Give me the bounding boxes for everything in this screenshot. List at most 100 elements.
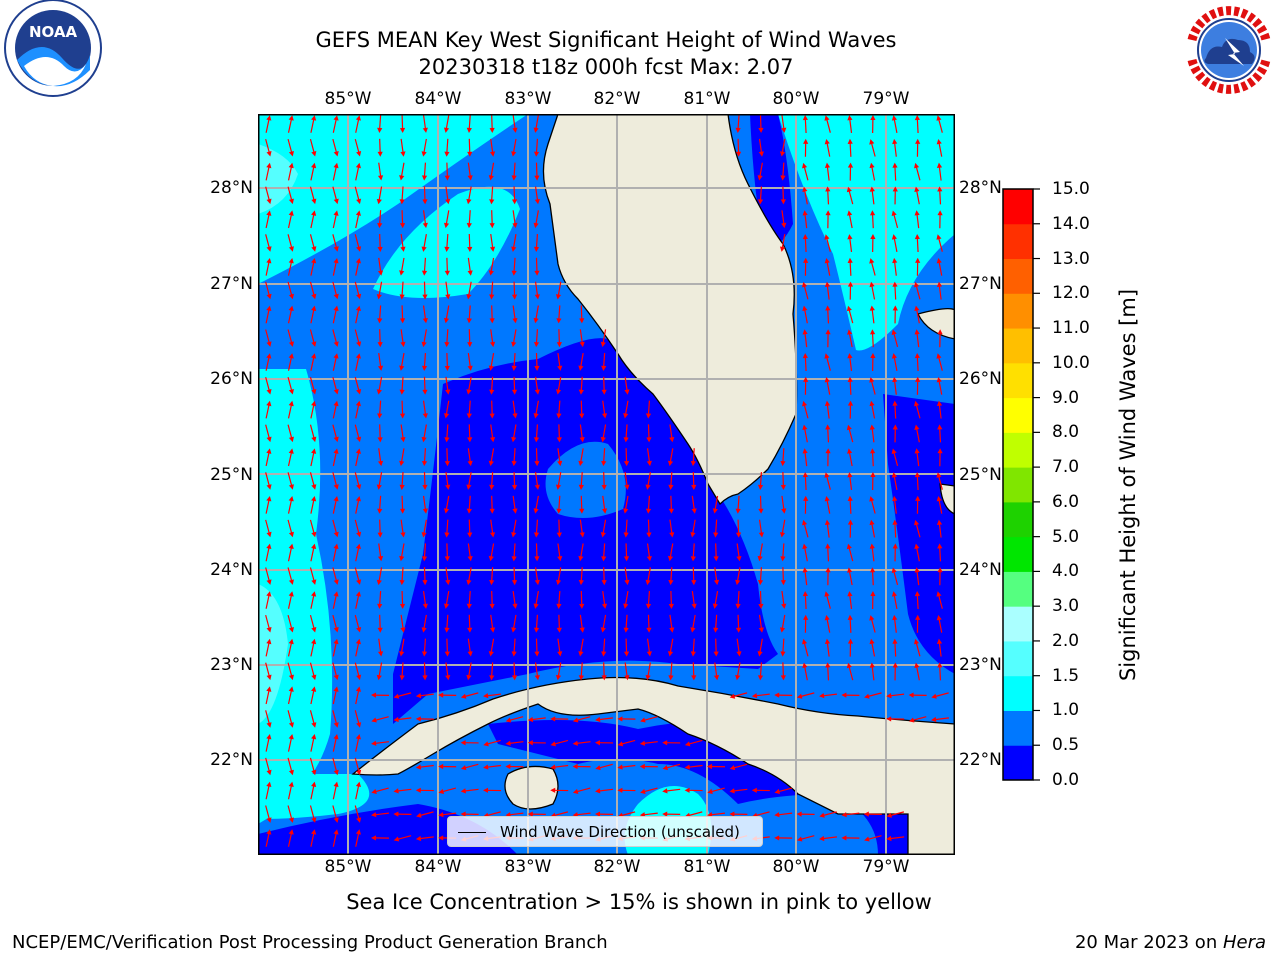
- wave-direction-arrow: [640, 716, 658, 723]
- wave-direction-arrow: [796, 835, 815, 842]
- wave-direction-arrow: [555, 662, 562, 681]
- wave-direction-arrow: [624, 662, 630, 681]
- wave-direction-arrow: [354, 281, 362, 300]
- wave-direction-arrow: [332, 591, 339, 609]
- wave-direction-arrow: [460, 763, 479, 771]
- wave-direction-arrow: [287, 353, 294, 371]
- wave-direction-arrow: [400, 138, 406, 157]
- wave-direction-arrow: [601, 352, 607, 371]
- wave-direction-arrow: [355, 448, 361, 467]
- wave-direction-arrow: [511, 662, 518, 681]
- wave-direction-arrow: [511, 329, 517, 348]
- wave-direction-arrow: [488, 638, 495, 657]
- wave-direction-arrow: [802, 115, 808, 134]
- wave-direction-arrow: [936, 591, 943, 609]
- wave-direction-arrow: [914, 662, 920, 681]
- wave-direction-arrow: [847, 257, 853, 276]
- wave-direction-arrow: [265, 353, 272, 371]
- wave-direction-arrow: [489, 138, 496, 157]
- wave-direction-arrow: [511, 281, 518, 300]
- wave-direction-arrow: [802, 281, 809, 300]
- wave-direction-arrow: [527, 716, 546, 723]
- wave-direction-arrow: [668, 495, 674, 514]
- wave-direction-arrow: [399, 114, 406, 133]
- wave-direction-arrow: [937, 186, 943, 205]
- wave-direction-arrow: [713, 662, 720, 681]
- chart-title: GEFS MEAN Key West Significant Height of…: [315, 28, 897, 52]
- wave-direction-arrow: [595, 740, 614, 746]
- wave-direction-arrow: [511, 138, 517, 157]
- wave-direction-arrow: [444, 162, 450, 181]
- lon-label-bottom-80w: 80°W: [772, 857, 820, 877]
- wave-direction-arrow: [781, 115, 787, 133]
- wave-direction-arrow: [421, 329, 427, 348]
- wave-direction-arrow: [846, 543, 854, 562]
- wave-direction-arrow: [623, 638, 630, 657]
- wave-direction-arrow: [819, 835, 838, 842]
- wave-direction-arrow: [802, 472, 808, 491]
- wave-fill-0.0-0.5-cuba-n: [488, 720, 955, 855]
- wave-direction-arrow: [937, 662, 943, 681]
- lat-label-left-22n: 22°N: [210, 750, 253, 770]
- wave-direction-arrow: [824, 281, 831, 300]
- wave-direction-arrow: [422, 376, 428, 395]
- wave-direction-arrow: [421, 234, 427, 252]
- wave-direction-arrow: [377, 138, 383, 157]
- colorbar-tick-label: 1.0: [1052, 700, 1080, 721]
- wave-direction-arrow: [914, 472, 920, 491]
- wave-direction-arrow: [287, 186, 294, 205]
- wave-direction-arrow: [460, 692, 479, 699]
- wave-direction-arrow: [623, 543, 630, 562]
- wave-direction-arrow: [914, 353, 920, 372]
- wave-direction-arrow: [886, 835, 905, 842]
- wave-direction-arrow: [265, 757, 272, 776]
- wave-direction-arrow: [908, 692, 927, 698]
- wave-direction-arrow: [936, 138, 943, 157]
- wave-direction-arrow: [555, 281, 562, 300]
- wave-direction-arrow: [758, 519, 764, 538]
- wave-direction-arrow: [399, 448, 405, 467]
- wave-direction-arrow: [847, 281, 854, 300]
- wave-direction-arrow: [265, 733, 272, 752]
- wave-direction-arrow: [870, 472, 876, 491]
- wave-direction-arrow: [645, 567, 651, 586]
- wave-direction-arrow: [354, 805, 362, 823]
- wave-direction-arrow: [376, 662, 383, 681]
- wave-direction-arrow: [824, 495, 831, 514]
- wave-direction-arrow: [444, 257, 450, 276]
- wave-direction-arrow: [779, 234, 786, 252]
- wave-direction-arrow: [399, 257, 405, 276]
- wave-direction-arrow: [421, 543, 428, 562]
- wave-direction-arrow: [803, 614, 809, 633]
- wave-direction-arrow: [287, 281, 294, 300]
- wave-direction-arrow: [265, 424, 272, 443]
- wave-direction-arrow: [511, 234, 517, 252]
- wave-direction-arrow: [332, 829, 339, 847]
- wave-direction-arrow: [864, 835, 882, 842]
- wave-direction-arrow: [824, 591, 831, 609]
- wave-direction-arrow: [847, 234, 853, 253]
- wave-direction-arrow: [869, 139, 876, 157]
- wave-direction-arrow: [555, 567, 562, 586]
- wave-direction-arrow: [265, 472, 272, 490]
- colorbar-tick-label: 15.0: [1052, 179, 1090, 199]
- wave-direction-arrow: [422, 567, 428, 586]
- wave-direction-arrow: [422, 305, 428, 324]
- wave-direction-arrow: [483, 693, 502, 699]
- wave-direction-arrow: [824, 400, 831, 419]
- wave-direction-arrow: [371, 787, 389, 794]
- wave-direction-arrow: [287, 781, 294, 800]
- wave-direction-arrow: [310, 305, 317, 324]
- lat-label-left-25n: 25°N: [210, 465, 253, 485]
- wave-direction-arrow: [819, 811, 837, 818]
- lon-label-bottom-82w: 82°W: [593, 857, 641, 877]
- wave-direction-arrow: [400, 234, 406, 252]
- wave-direction-arrow: [646, 448, 652, 467]
- nws-logo-icon: [1182, 3, 1276, 97]
- wave-direction-arrow: [891, 210, 899, 229]
- wave-direction-arrow: [908, 716, 927, 723]
- lat-label-right-22n: 22°N: [959, 750, 1002, 770]
- wave-direction-arrow: [466, 305, 472, 324]
- wave-direction-arrow: [556, 495, 562, 514]
- wave-direction-arrow: [489, 567, 495, 586]
